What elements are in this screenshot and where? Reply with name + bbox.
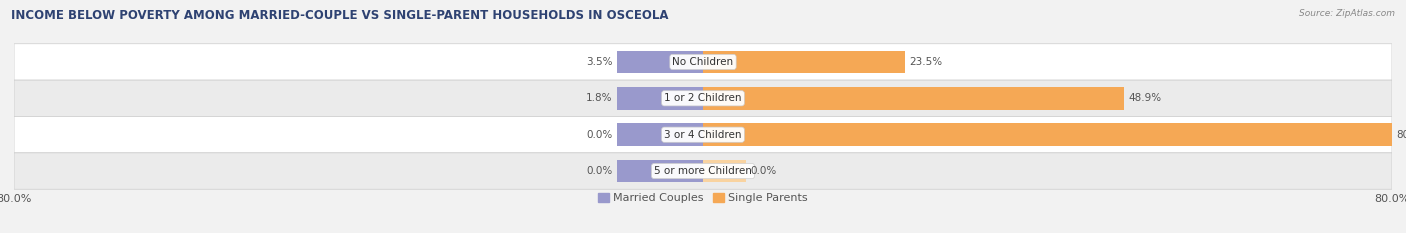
Text: Source: ZipAtlas.com: Source: ZipAtlas.com xyxy=(1299,9,1395,18)
FancyBboxPatch shape xyxy=(14,80,1392,116)
Text: 1.8%: 1.8% xyxy=(586,93,613,103)
FancyBboxPatch shape xyxy=(14,116,1392,153)
Text: 0.0%: 0.0% xyxy=(751,166,776,176)
Bar xyxy=(703,160,747,182)
Text: INCOME BELOW POVERTY AMONG MARRIED-COUPLE VS SINGLE-PARENT HOUSEHOLDS IN OSCEOLA: INCOME BELOW POVERTY AMONG MARRIED-COUPL… xyxy=(11,9,669,22)
Bar xyxy=(617,87,703,110)
Bar xyxy=(703,51,905,73)
Bar xyxy=(617,51,703,73)
Text: 0.0%: 0.0% xyxy=(586,130,613,140)
Bar xyxy=(703,87,1125,110)
Text: 48.9%: 48.9% xyxy=(1129,93,1161,103)
Text: 5 or more Children: 5 or more Children xyxy=(654,166,752,176)
Text: No Children: No Children xyxy=(672,57,734,67)
Text: 1 or 2 Children: 1 or 2 Children xyxy=(664,93,742,103)
Text: 0.0%: 0.0% xyxy=(586,166,613,176)
Bar xyxy=(703,123,1392,146)
Text: 3.5%: 3.5% xyxy=(586,57,613,67)
Legend: Married Couples, Single Parents: Married Couples, Single Parents xyxy=(593,189,813,208)
FancyBboxPatch shape xyxy=(14,44,1392,80)
Bar xyxy=(617,160,703,182)
Text: 80.0%: 80.0% xyxy=(1396,130,1406,140)
Text: 3 or 4 Children: 3 or 4 Children xyxy=(664,130,742,140)
FancyBboxPatch shape xyxy=(14,153,1392,189)
Bar xyxy=(617,123,703,146)
Text: 23.5%: 23.5% xyxy=(910,57,943,67)
